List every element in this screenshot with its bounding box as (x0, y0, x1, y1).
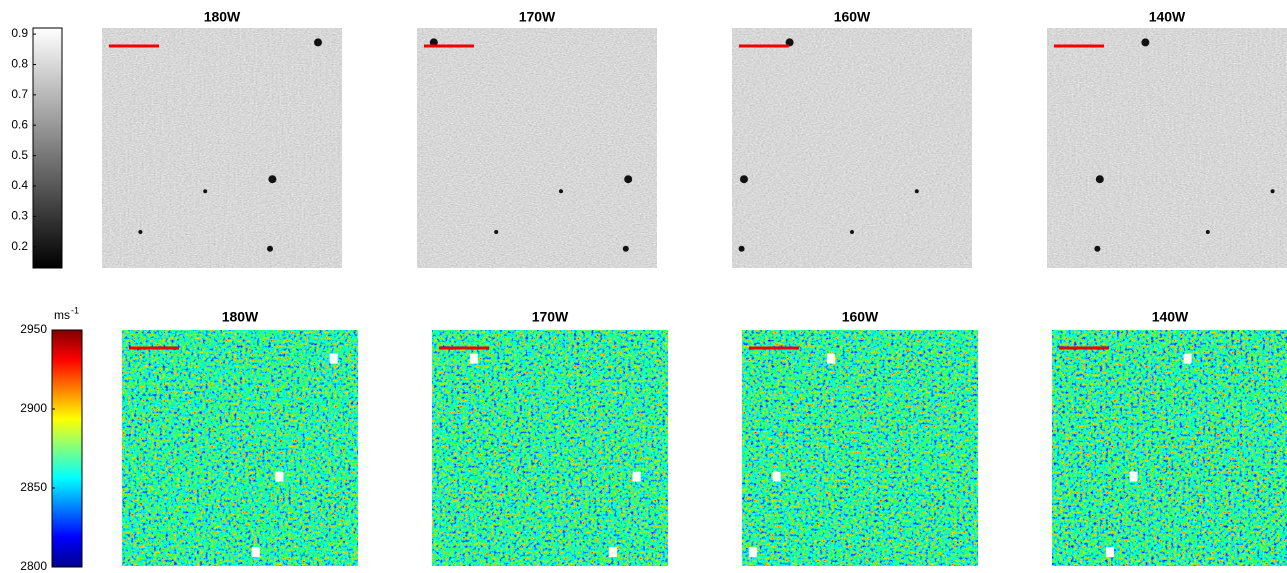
void (609, 547, 617, 557)
defect (1206, 230, 1210, 234)
defect (624, 175, 632, 183)
tick-label: 0.3 (11, 209, 28, 223)
image-panel (417, 28, 657, 268)
tick-label: 0.7 (11, 87, 28, 101)
void (749, 547, 757, 557)
tick-label: 2800 (20, 559, 47, 573)
tick-label: 0.8 (11, 57, 28, 71)
tick-label: 0.4 (11, 178, 28, 192)
image-panel (1047, 28, 1287, 268)
panel-title: 160W (842, 309, 879, 325)
unit: ms (54, 308, 70, 322)
tick-label: 0.6 (11, 117, 28, 131)
tick-label: 2950 (20, 322, 47, 336)
void (275, 472, 283, 482)
defect (1141, 38, 1149, 46)
defect (1271, 189, 1275, 193)
panel-title: 180W (222, 309, 259, 325)
void (330, 354, 338, 364)
figure: ms -1 0.9 0.8 0.7 0.6 0.5 0.4 0.3 0.2 2950 2900 28… (0, 0, 1287, 573)
defect (1094, 246, 1100, 252)
panel-title: 140W (1152, 309, 1189, 325)
defect (138, 230, 142, 234)
tick-label: 0.5 (11, 148, 28, 162)
image-panel (432, 330, 668, 566)
defect (850, 230, 854, 234)
tick-label: 2850 (20, 480, 47, 494)
defect (268, 175, 276, 183)
colorbar (52, 330, 82, 567)
panel-title: 170W (519, 9, 556, 25)
defect (203, 189, 207, 193)
void (773, 472, 781, 482)
tick-label: 0.9 (11, 26, 28, 40)
defect (739, 246, 745, 252)
image-panel (1052, 330, 1287, 566)
void (827, 354, 835, 364)
panel-title: 180W (204, 9, 241, 25)
defect (494, 230, 498, 234)
void (633, 472, 641, 482)
defect (314, 38, 322, 46)
void (470, 354, 478, 364)
panel-title: 170W (532, 309, 569, 325)
panel-title: 160W (834, 9, 871, 25)
void (1184, 354, 1192, 364)
image-panel (742, 330, 978, 566)
panel-title: 140W (1149, 9, 1186, 25)
unit-exponent: -1 (71, 305, 79, 315)
void (1106, 547, 1114, 557)
defect (559, 189, 563, 193)
colorbar (33, 28, 62, 268)
void (252, 547, 260, 557)
image-panel (122, 330, 358, 566)
defect (267, 246, 273, 252)
defect (1096, 175, 1104, 183)
void (1130, 472, 1138, 482)
image-panel (102, 28, 342, 268)
tick-label: 0.2 (11, 239, 28, 253)
defect (623, 246, 629, 252)
tick-label: 2900 (20, 401, 47, 415)
defect (915, 189, 919, 193)
defect (740, 175, 748, 183)
